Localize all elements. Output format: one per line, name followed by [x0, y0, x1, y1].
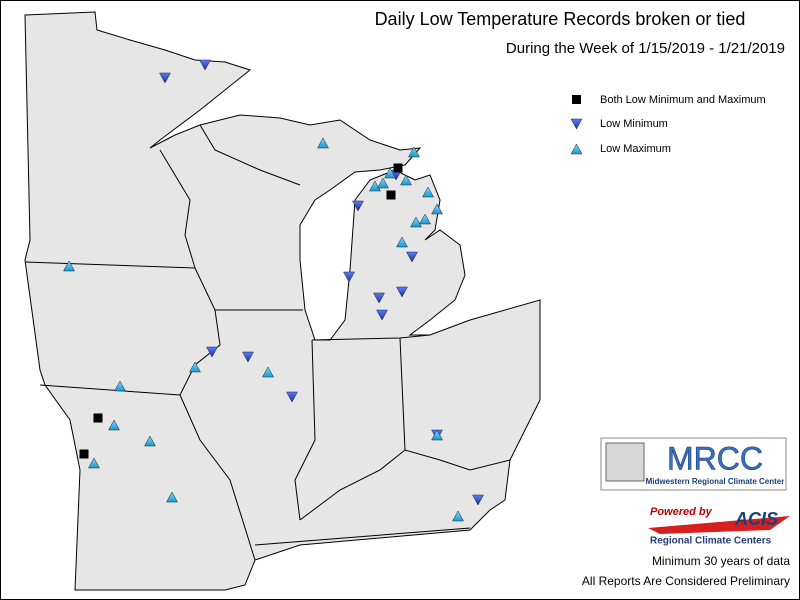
record-markers: [63, 59, 484, 522]
low-minimum-marker: [159, 72, 171, 84]
both-records-marker: [386, 190, 396, 200]
subtitle: During the Week of 1/15/2019 - 1/21/2019: [506, 40, 785, 57]
low-maximum-marker: [317, 137, 329, 149]
title: Daily Low Temperature Records broken or …: [375, 9, 746, 29]
acis-text: ACIS: [734, 509, 778, 529]
low-minimum-marker: [286, 391, 298, 403]
low-minimum-marker: [352, 200, 364, 212]
legend-square: [572, 95, 581, 104]
acis-swoosh: [648, 516, 790, 534]
acis-subtext: Regional Climate Centers: [650, 536, 772, 547]
low-maximum-marker: [400, 174, 412, 186]
low-maximum-marker: [422, 186, 434, 198]
low-minimum-marker: [472, 494, 484, 506]
low-maximum-marker: [419, 213, 431, 225]
footer-note: All Reports Are Considered Preliminary: [582, 574, 790, 588]
low-maximum-marker: [144, 435, 156, 447]
legend-label: Both Low Minimum and Maximum: [600, 94, 766, 106]
low-maximum-marker: [410, 216, 422, 228]
low-minimum-marker: [242, 351, 254, 363]
low-maximum-marker: [63, 260, 75, 272]
low-maximum-marker: [114, 380, 126, 392]
low-maximum-marker: [369, 180, 381, 192]
low-maximum-marker: [88, 457, 100, 469]
low-maximum-marker: [396, 236, 408, 248]
low-minimum-marker: [373, 292, 385, 304]
low-maximum-marker: [189, 361, 201, 373]
powered-by: Powered by: [650, 506, 713, 518]
logo-subtext: Midwestern Regional Climate Center: [646, 477, 785, 486]
legend-label: Low Maximum: [600, 143, 671, 155]
low-minimum-marker: [343, 271, 355, 283]
state-borders: [24, 124, 511, 561]
low-maximum-marker: [452, 510, 464, 522]
legend-triangle-up: [570, 143, 583, 155]
low-maximum-marker: [262, 366, 274, 378]
low-maximum-marker: [408, 146, 420, 158]
low-maximum-marker: [431, 429, 443, 441]
acis-logo: Powered by ACIS Regional Climate Centers: [648, 506, 790, 547]
low-minimum-marker: [206, 346, 218, 358]
low-maximum-marker: [431, 203, 443, 215]
legend-label: Low Minimum: [600, 118, 668, 130]
low-minimum-marker: [199, 59, 211, 71]
low-minimum-marker: [406, 251, 418, 263]
footer-note: Minimum 30 years of data: [652, 554, 790, 568]
low-minimum-marker: [396, 286, 408, 298]
low-maximum-marker: [384, 167, 396, 179]
low-maximum-marker: [166, 491, 178, 503]
logo-text: MRCC: [667, 440, 763, 476]
low-maximum-marker: [108, 419, 120, 431]
logo-icon: [605, 442, 645, 482]
both-records-marker: [79, 449, 89, 459]
low-minimum-marker: [376, 309, 388, 321]
both-records-marker: [393, 163, 403, 173]
low-maximum-marker: [377, 177, 389, 189]
mrcc-logo: MRCC Midwestern Regional Climate Center: [600, 437, 787, 491]
legend-triangle-down: [570, 118, 583, 130]
both-records-marker: [93, 413, 103, 423]
